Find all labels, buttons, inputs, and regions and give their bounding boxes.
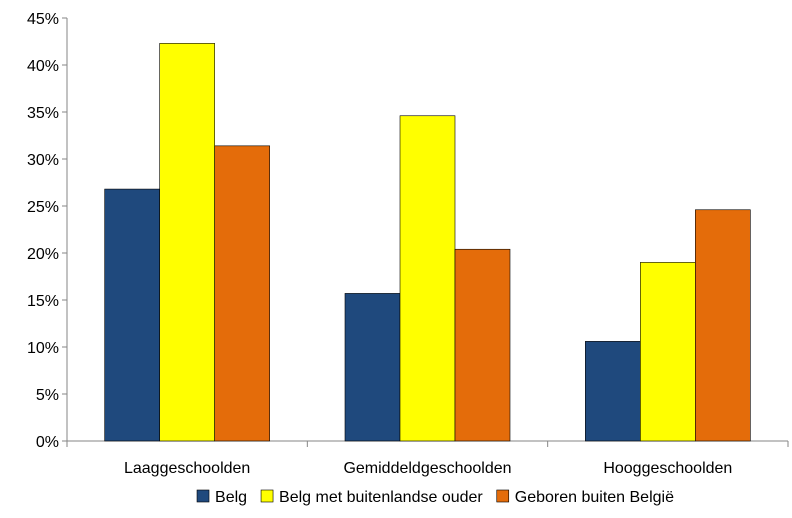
bar-geboren-buiten-belgi--2	[695, 209, 751, 442]
x-category-label: Laaggeschoolden	[124, 460, 250, 477]
bar-belg-2	[585, 341, 641, 442]
x-category-label: Gemiddeldgeschoolden	[343, 460, 511, 477]
y-tick-label: 45%	[27, 11, 59, 28]
legend-label: Belg	[215, 489, 247, 506]
y-tick-label: 0%	[36, 434, 59, 451]
bar-geboren-buiten-belgi--0	[214, 145, 270, 442]
bar-belg-met-buitenlandse-ouder-2	[640, 262, 696, 442]
y-tick-label: 35%	[27, 105, 59, 122]
legend-swatch	[260, 489, 274, 503]
bar-belg-0	[104, 188, 160, 442]
bar-geboren-buiten-belgi--1	[454, 248, 511, 442]
y-tick-label: 25%	[27, 199, 59, 216]
y-tick-label: 10%	[27, 340, 59, 357]
y-tick-label: 15%	[27, 293, 59, 310]
legend-swatch	[496, 489, 510, 503]
bar-belg-met-buitenlandse-ouder-0	[159, 43, 215, 442]
labels-layer: 0% 5% 10% 15% 20% 25% 30% 35% 40% 45% Laaggeschool…	[27, 11, 732, 477]
legend: Belg Belg met buitenlandse ouder Geboren b…	[196, 489, 674, 506]
legend-label: Geboren buiten België	[515, 489, 674, 506]
legend-label: Belg met buitenlandse ouder	[279, 489, 483, 506]
y-tick-label: 30%	[27, 152, 59, 169]
bar-belg-met-buitenlandse-ouder-1	[399, 115, 456, 442]
y-tick-label: 40%	[27, 58, 59, 75]
y-tick-label: 20%	[27, 246, 59, 263]
y-tick-label: 5%	[36, 387, 59, 404]
x-category-label: Hooggeschoolden	[603, 460, 732, 477]
bar-belg-1	[344, 293, 401, 442]
bars-layer	[104, 43, 751, 442]
legend-swatch	[196, 489, 210, 503]
